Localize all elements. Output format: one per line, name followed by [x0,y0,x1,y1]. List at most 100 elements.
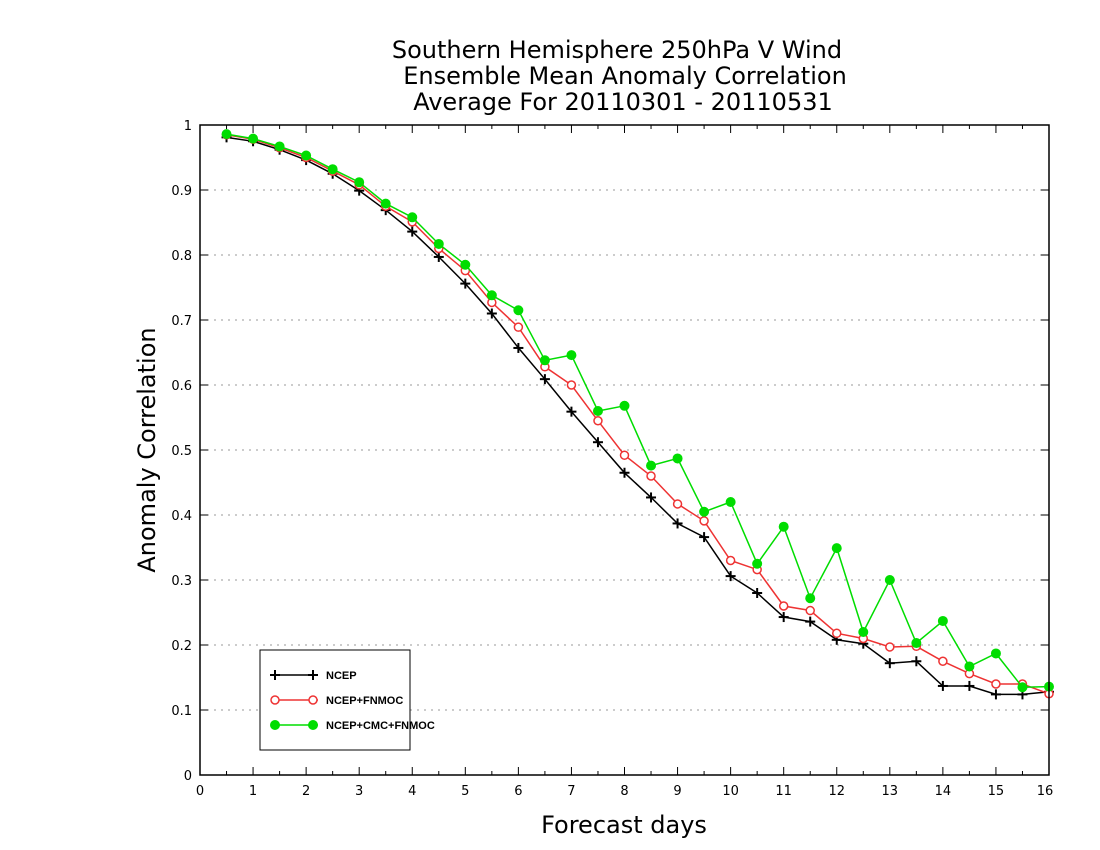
y-tick-label: 0.9 [171,184,192,199]
series-line [226,133,1050,689]
data-point [831,543,842,554]
data-point [911,638,922,649]
y-tick-label: 0.7 [171,314,192,329]
x-tick-label: 5 [461,784,469,799]
data-point [354,177,365,188]
x-tick-label: 16 [1037,784,1054,799]
legend-label: NCEP [326,670,357,682]
data-point [274,141,285,152]
legend-marker-start [270,670,280,680]
data-point [858,627,869,637]
y-tick-label: 0.8 [171,249,192,264]
legend-marker-start [270,720,280,730]
data-point [566,406,577,417]
x-tick-label: 13 [882,784,899,799]
data-point [990,689,1001,700]
data-point [752,558,763,569]
data-point [884,575,895,585]
data-point [832,628,842,639]
data-point [646,460,657,471]
data-point [646,492,657,503]
legend-marker-start [270,695,280,705]
series-1 [221,130,1054,699]
legend-item: NCEP+FNMOC [270,695,403,707]
title-line-2: Ensemble Mean Anomaly Correlation [403,62,847,90]
title-line-1: Southern Hemisphere 250hPa V Wind [392,36,842,64]
data-point [248,133,259,144]
data-point [486,290,497,301]
y-tick-label: 0.6 [171,379,192,394]
data-point [513,322,524,332]
data-point [884,658,895,669]
data-point [513,305,524,316]
data-point [805,593,816,604]
data-point [460,259,471,270]
data-point [699,506,710,517]
y-tick-label: 1 [184,119,192,134]
x-tick-label: 0 [196,784,204,799]
x-axis-title: Forecast days [541,811,707,839]
x-tick-label: 3 [355,784,363,799]
data-point [805,616,816,627]
data-point [380,198,391,209]
data-point [752,588,763,598]
data-point [938,656,948,666]
data-point [486,308,497,319]
x-tick-label: 11 [775,784,792,799]
x-tick-label: 10 [722,784,739,799]
data-point [1017,682,1028,693]
data-point [672,453,683,464]
y-axis: 0 0.1 0.2 0.3 0.4 0.5 0.6 0.7 0.8 0.9 1 [171,119,1049,784]
title-line-3: Average For 20110301 - 20110531 [413,88,833,116]
x-tick-label: 6 [514,784,522,799]
data-point [539,374,550,385]
series-line [226,134,1050,695]
data-point [433,238,444,249]
y-tick-label: 0.3 [171,574,192,589]
data-point [990,648,1001,659]
data-point [460,278,471,289]
data-point [725,555,736,566]
data-point [964,680,975,691]
legend-label: NCEP+CMC+FNMOC [326,720,435,732]
x-tick-label: 1 [249,784,257,799]
data-point [964,661,975,672]
y-tick-label: 0.5 [171,444,192,459]
x-tick-label: 2 [302,784,310,799]
legend: NCEP NCEP+FNMOC NCEP+CMC+FNMOC [259,649,435,751]
data-point [407,226,418,237]
x-tick-label: 7 [567,784,575,799]
data-point [911,656,922,667]
legend-item: NCEP [270,670,357,682]
series-layer [221,129,1054,700]
x-tick-label: 15 [988,784,1005,799]
data-point [592,437,603,448]
chart-title: Southern Hemisphere 250hPa V Wind Ensemb… [392,36,847,116]
y-tick-label: 0.4 [171,509,192,524]
legend-label: NCEP+FNMOC [326,695,403,707]
data-point [433,251,444,262]
y-tick-label: 0.1 [171,704,192,719]
data-point [672,518,683,529]
data-point [593,416,603,426]
legend-marker-end [308,695,318,705]
data-point [566,350,577,361]
data-point [619,467,630,478]
data-point [619,400,630,411]
data-point [937,680,948,691]
data-point [937,615,948,626]
data-point [778,612,789,623]
x-axis: 0 1 2 3 4 5 6 7 8 9 10 11 12 13 14 15 16 [196,125,1053,799]
legend-marker-end [308,670,318,680]
data-point [592,406,603,416]
x-tick-label: 8 [620,784,628,799]
data-point [885,642,895,652]
x-tick-label: 12 [828,784,845,799]
data-point [301,150,312,161]
data-point [407,212,418,223]
data-point [725,571,736,582]
data-point [646,471,656,481]
data-point [699,516,709,526]
data-point [778,601,789,611]
